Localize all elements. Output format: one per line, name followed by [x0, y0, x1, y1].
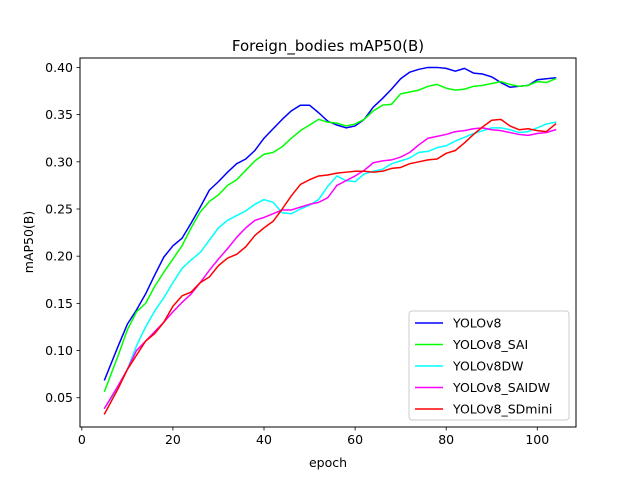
- x-axis: 0 20 40 60 80 100: [78, 427, 549, 447]
- legend-label-yolov8-sdmini: YOLOv8_SDmini: [452, 402, 552, 417]
- legend: YOLOv8 YOLOv8_SAI YOLOv8DW YOLOv8_SAIDW YOLO…: [408, 310, 570, 421]
- x-axis-title: epoch: [309, 455, 347, 470]
- legend-label-yolov8-saidw: YOLOv8_SAIDW: [452, 380, 550, 395]
- x-tick-label: 0: [78, 432, 86, 447]
- series-layer: [103, 66, 557, 415]
- y-tick-label: 0.40: [45, 60, 73, 75]
- y-axis-title: mAP50(B): [21, 211, 36, 274]
- y-tick-label: 0.35: [45, 107, 73, 122]
- legend-label-yolov8dw: YOLOv8DW: [452, 359, 523, 374]
- series-line-yolov8dw: [103, 121, 557, 410]
- y-tick-label: 0.15: [45, 296, 73, 311]
- chart-title: Foreign_bodies mAP50(B): [232, 37, 424, 56]
- y-tick-label: 0.05: [45, 390, 73, 405]
- x-tick-label: 60: [347, 432, 363, 447]
- x-tick-label: 20: [165, 432, 181, 447]
- x-tick-label: 40: [256, 432, 272, 447]
- x-tick-label: 100: [525, 432, 549, 447]
- series-line-yolov8-sai: [103, 77, 557, 393]
- plot-area: 0 20 40 60 80 100 0.05 0.10 0.15 0.20 0.25 0.30 0.3…: [45, 57, 577, 447]
- axes-frame: [79, 57, 577, 428]
- y-tick-label: 0.30: [45, 154, 73, 169]
- series-line-yolov8-sdmini: [103, 118, 557, 415]
- y-tick-label: 0.25: [45, 201, 73, 216]
- y-axis: 0.05 0.10 0.15 0.20 0.25 0.30 0.35 0.40: [45, 60, 80, 405]
- legend-box: [408, 310, 570, 421]
- legend-label-yolov8: YOLOv8: [452, 316, 502, 331]
- x-tick-label: 80: [438, 432, 454, 447]
- y-tick-label: 0.10: [45, 343, 73, 358]
- y-tick-label: 0.20: [45, 249, 73, 264]
- legend-label-yolov8-sai: YOLOv8_SAI: [452, 337, 528, 352]
